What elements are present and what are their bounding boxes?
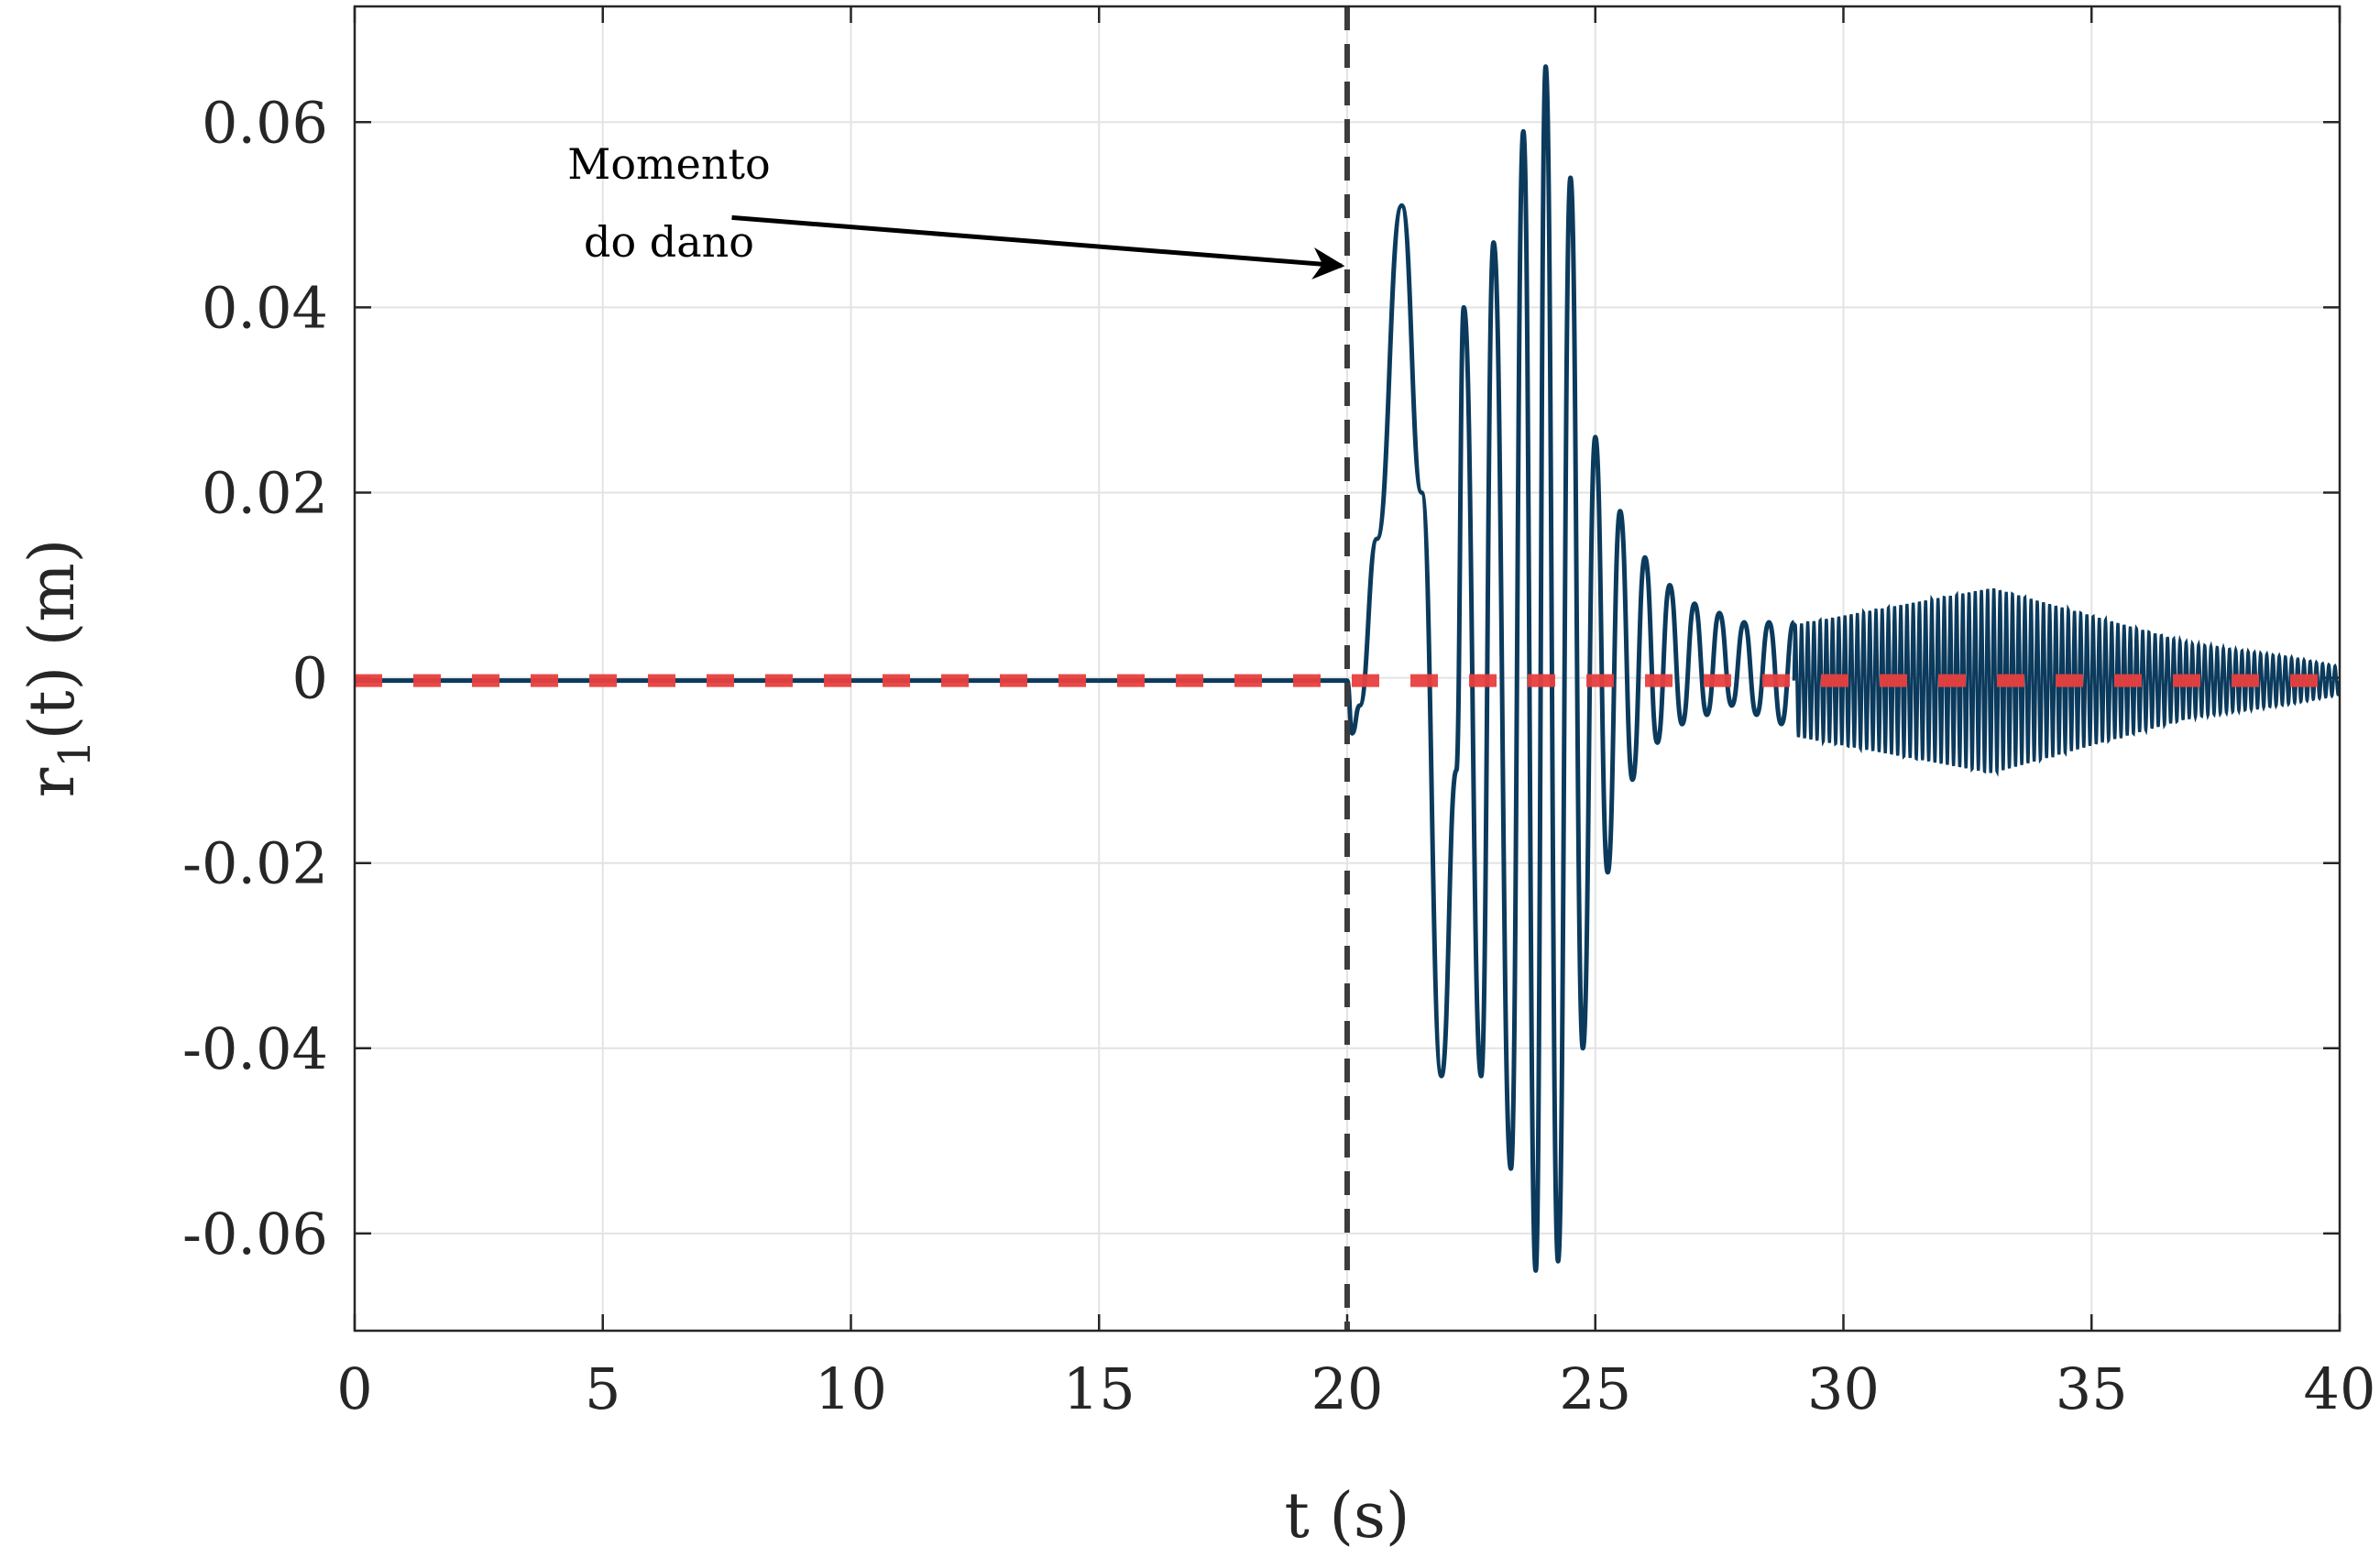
x-tick-label: 25 [1559,1355,1631,1422]
y-tick-label: 0.04 [202,274,328,341]
y-tick-labels: -0.06 -0.04 -0.02 0 0.02 0.04 0.06 [182,89,328,1267]
y-tick-label: 0 [292,645,328,712]
y-axis-title-rest: (t) (m) [16,539,89,741]
x-tick-label: 10 [815,1355,887,1422]
axes-box [353,5,2342,1333]
x-tick-label: 30 [1807,1355,1880,1422]
x-tick-label: 15 [1063,1355,1135,1422]
x-axis-title: t (s) [1285,1480,1410,1553]
y-tick-label: -0.04 [182,1015,328,1082]
x-tick-labels: 0 5 10 15 20 25 30 35 40 [336,1355,2375,1422]
x-tick-label: 40 [2304,1355,2376,1422]
annotation-line-1: Momento [567,139,770,189]
y-tick-label: 0.02 [202,460,328,527]
annotation-line-2: do dano [584,217,754,267]
svg-text:r1(t) (m): r1(t) (m) [16,539,101,798]
y-axis-title-main: r [16,767,89,797]
x-tick-label: 0 [336,1355,372,1422]
x-tick-label: 20 [1311,1355,1384,1422]
y-tick-label: 0.06 [202,89,328,156]
y-tick-label: -0.02 [182,830,328,897]
y-axis-title: r1(t) (m) [16,539,101,798]
response-series-line [355,64,1796,1273]
y-axis-title-subscript: 1 [49,740,101,768]
x-tick-label: 5 [585,1355,620,1422]
y-tick-label: -0.06 [182,1201,328,1267]
annotation-arrow [731,214,1345,280]
x-tick-label: 35 [2056,1355,2128,1422]
